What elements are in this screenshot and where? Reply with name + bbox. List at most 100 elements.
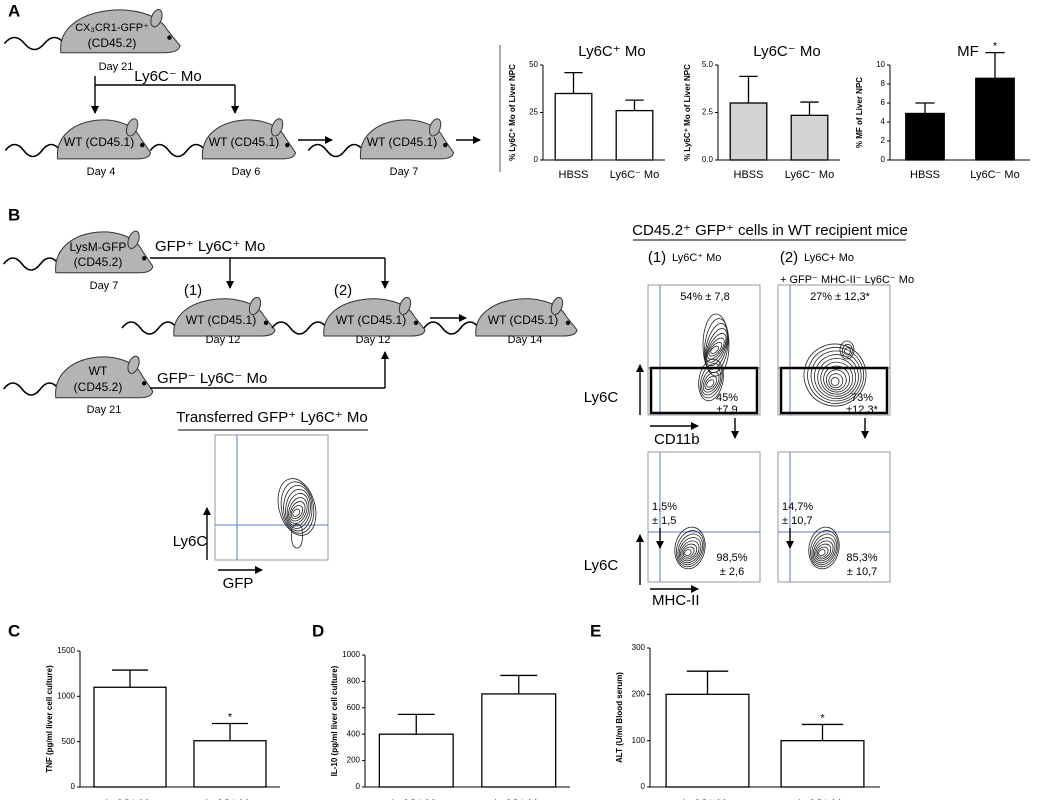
x-tick-label: Ly6C⁺ Mo — [494, 798, 543, 800]
contour — [699, 363, 723, 399]
y-tick-label: 1000 — [57, 691, 75, 700]
contour — [841, 343, 853, 358]
contour — [811, 533, 838, 566]
mouse-ear — [271, 118, 284, 137]
panel-label: E — [590, 621, 601, 640]
group-label: Ly6C⁺ Mo — [672, 252, 721, 264]
transfer-label: Ly6C⁻ Mo — [134, 68, 201, 85]
mouse-tail — [271, 321, 328, 335]
mouse-eye — [167, 35, 172, 40]
day-label: Day 21 — [87, 404, 122, 416]
bar — [729, 102, 768, 161]
contour — [682, 546, 695, 558]
chart-title: Ly6C⁺ Mo — [578, 43, 645, 60]
y-tick-label: 2.5 — [702, 108, 714, 117]
contour — [681, 543, 698, 560]
y-tick-label: 0 — [881, 155, 886, 164]
flow-plot — [647, 451, 761, 583]
mouse-body — [60, 9, 181, 54]
percent-label: 85,3% — [846, 552, 877, 564]
axis-label: CD11b — [654, 431, 700, 448]
panel-label: B — [8, 205, 20, 224]
mouse-label: WT — [89, 364, 108, 378]
x-tick-label: Ly6C⁺ Mo — [392, 798, 441, 800]
contour — [817, 357, 857, 397]
day-label: Day 21 — [99, 61, 134, 73]
y-tick-label: 50 — [529, 60, 538, 69]
contour — [291, 523, 303, 549]
group-number: (1) — [648, 249, 666, 266]
contour — [808, 526, 840, 570]
contour — [815, 543, 832, 560]
mouse-eye — [285, 142, 290, 148]
percent-label: 73% — [851, 392, 873, 404]
y-tick-label: 800 — [347, 677, 361, 686]
contour — [803, 343, 867, 407]
y-axis-label: ALT (U/ml Blood serum) — [615, 672, 624, 763]
contour — [277, 478, 317, 536]
x-tick-label: Ly6C⁺ Mo — [683, 798, 732, 800]
bar — [780, 740, 865, 788]
x-tick-label: Ly6C⁻ Mo — [785, 169, 834, 181]
y-axis-label: % Ly6C⁺ Mo of Liver NPC — [508, 64, 517, 161]
flow-plot — [777, 284, 891, 416]
y-tick-label: 6 — [881, 98, 886, 107]
y-tick-label: 25 — [529, 108, 538, 117]
contour — [680, 540, 700, 562]
contour — [844, 347, 851, 356]
mouse-eye — [443, 142, 448, 148]
day-label: Day 14 — [508, 334, 543, 346]
contour — [283, 485, 313, 532]
contour — [292, 508, 301, 517]
day-label: Day 6 — [232, 166, 261, 178]
bar — [193, 740, 267, 788]
mouse-label: (CD45.2) — [88, 36, 137, 50]
contour — [814, 540, 834, 562]
y-tick-label: 1500 — [57, 646, 75, 655]
y-tick-label: 200 — [632, 689, 646, 698]
bar — [975, 77, 1015, 161]
gate — [779, 366, 889, 415]
x-tick-label: HBSS — [910, 169, 940, 181]
panel-label: A — [8, 1, 20, 20]
y-tick-label: 200 — [347, 756, 361, 765]
mouse-tail — [307, 143, 364, 158]
flow-plot — [214, 434, 329, 561]
contour — [684, 549, 692, 556]
panel-label: C — [8, 621, 20, 640]
contour — [814, 354, 859, 399]
y-tick-label: 0 — [356, 782, 361, 791]
y-axis-label: % MF of Liver NPC — [855, 77, 864, 148]
y-tick-label: 0 — [534, 155, 539, 164]
contour — [830, 377, 840, 386]
mouse-ear — [127, 230, 140, 249]
contour — [706, 332, 727, 363]
percent-label: ±12,3* — [846, 404, 878, 416]
contour — [810, 530, 839, 568]
contour — [707, 337, 725, 360]
significance-label: * — [228, 711, 233, 723]
flow-plot — [777, 451, 891, 583]
significance-label: * — [820, 712, 825, 724]
x-tick-label: Ly6C⁺ Mo — [798, 798, 847, 800]
contour — [704, 375, 718, 390]
mouse-label: (CD45.2) — [74, 255, 123, 269]
y-tick-label: 10 — [876, 60, 885, 69]
transfer-label: GFP⁻ Ly6C⁻ Mo — [157, 370, 267, 387]
mouse-tail — [4, 143, 61, 158]
contour — [702, 371, 720, 393]
axis-label: MHC-II — [652, 592, 700, 609]
mouse-eye — [140, 142, 145, 148]
y-tick-label: 100 — [632, 736, 646, 745]
bar — [378, 733, 454, 788]
group-number: (2) — [334, 282, 352, 299]
mouse-label: WT (CD45.1) — [367, 135, 437, 149]
mouse-tail — [3, 257, 60, 271]
contour — [828, 373, 844, 389]
percent-label: ± 1,5 — [652, 515, 676, 527]
x-tick-label: HBSS — [559, 169, 589, 181]
percent-label: ± 10,7 — [782, 515, 813, 527]
mouse-tail — [3, 382, 60, 396]
bar — [790, 114, 829, 161]
contour — [807, 346, 865, 404]
